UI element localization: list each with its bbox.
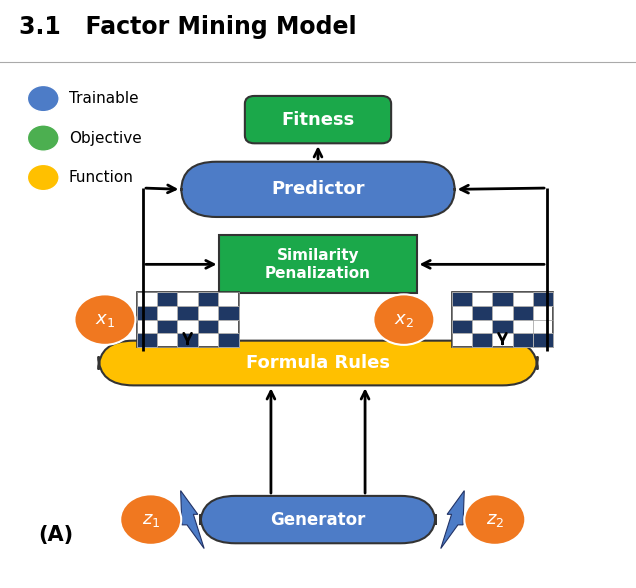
Text: Generator: Generator xyxy=(270,510,366,529)
Circle shape xyxy=(373,295,434,345)
Bar xyxy=(452,292,553,347)
Text: Trainable: Trainable xyxy=(69,91,138,106)
Bar xyxy=(218,333,238,347)
Polygon shape xyxy=(181,490,204,549)
FancyBboxPatch shape xyxy=(181,162,455,217)
Bar xyxy=(137,292,238,347)
Bar xyxy=(472,333,492,347)
Bar xyxy=(533,292,553,306)
FancyBboxPatch shape xyxy=(200,496,436,543)
Circle shape xyxy=(27,85,59,112)
Bar xyxy=(452,320,472,333)
Text: Formula Rules: Formula Rules xyxy=(246,354,390,372)
Text: Predictor: Predictor xyxy=(271,181,365,198)
FancyBboxPatch shape xyxy=(245,96,391,143)
Bar xyxy=(533,333,553,347)
Circle shape xyxy=(74,295,135,345)
Text: Fitness: Fitness xyxy=(281,111,355,129)
Bar xyxy=(492,320,513,333)
Circle shape xyxy=(27,165,59,191)
Bar xyxy=(492,292,513,306)
Bar xyxy=(137,333,157,347)
Circle shape xyxy=(464,495,525,545)
Bar xyxy=(472,306,492,320)
Bar xyxy=(177,306,198,320)
Circle shape xyxy=(120,495,181,545)
Text: (A): (A) xyxy=(38,525,73,546)
Bar xyxy=(137,306,157,320)
Text: 3.1   Factor Mining Model: 3.1 Factor Mining Model xyxy=(19,15,357,39)
Text: $x_1$: $x_1$ xyxy=(95,310,115,329)
Bar xyxy=(198,320,218,333)
Text: $z_1$: $z_1$ xyxy=(142,510,160,529)
Text: Similarity
Penalization: Similarity Penalization xyxy=(265,248,371,280)
FancyBboxPatch shape xyxy=(99,340,537,385)
Text: $z_2$: $z_2$ xyxy=(486,510,504,529)
FancyBboxPatch shape xyxy=(219,235,417,293)
Bar xyxy=(218,306,238,320)
Bar xyxy=(177,333,198,347)
Bar xyxy=(157,320,177,333)
Circle shape xyxy=(27,125,59,151)
Polygon shape xyxy=(441,490,464,549)
Bar xyxy=(513,333,533,347)
Text: Objective: Objective xyxy=(69,131,141,146)
Text: $x_2$: $x_2$ xyxy=(394,310,414,329)
Text: Function: Function xyxy=(69,170,134,185)
Bar xyxy=(157,292,177,306)
Bar xyxy=(513,306,533,320)
Bar xyxy=(452,292,472,306)
Bar xyxy=(198,292,218,306)
